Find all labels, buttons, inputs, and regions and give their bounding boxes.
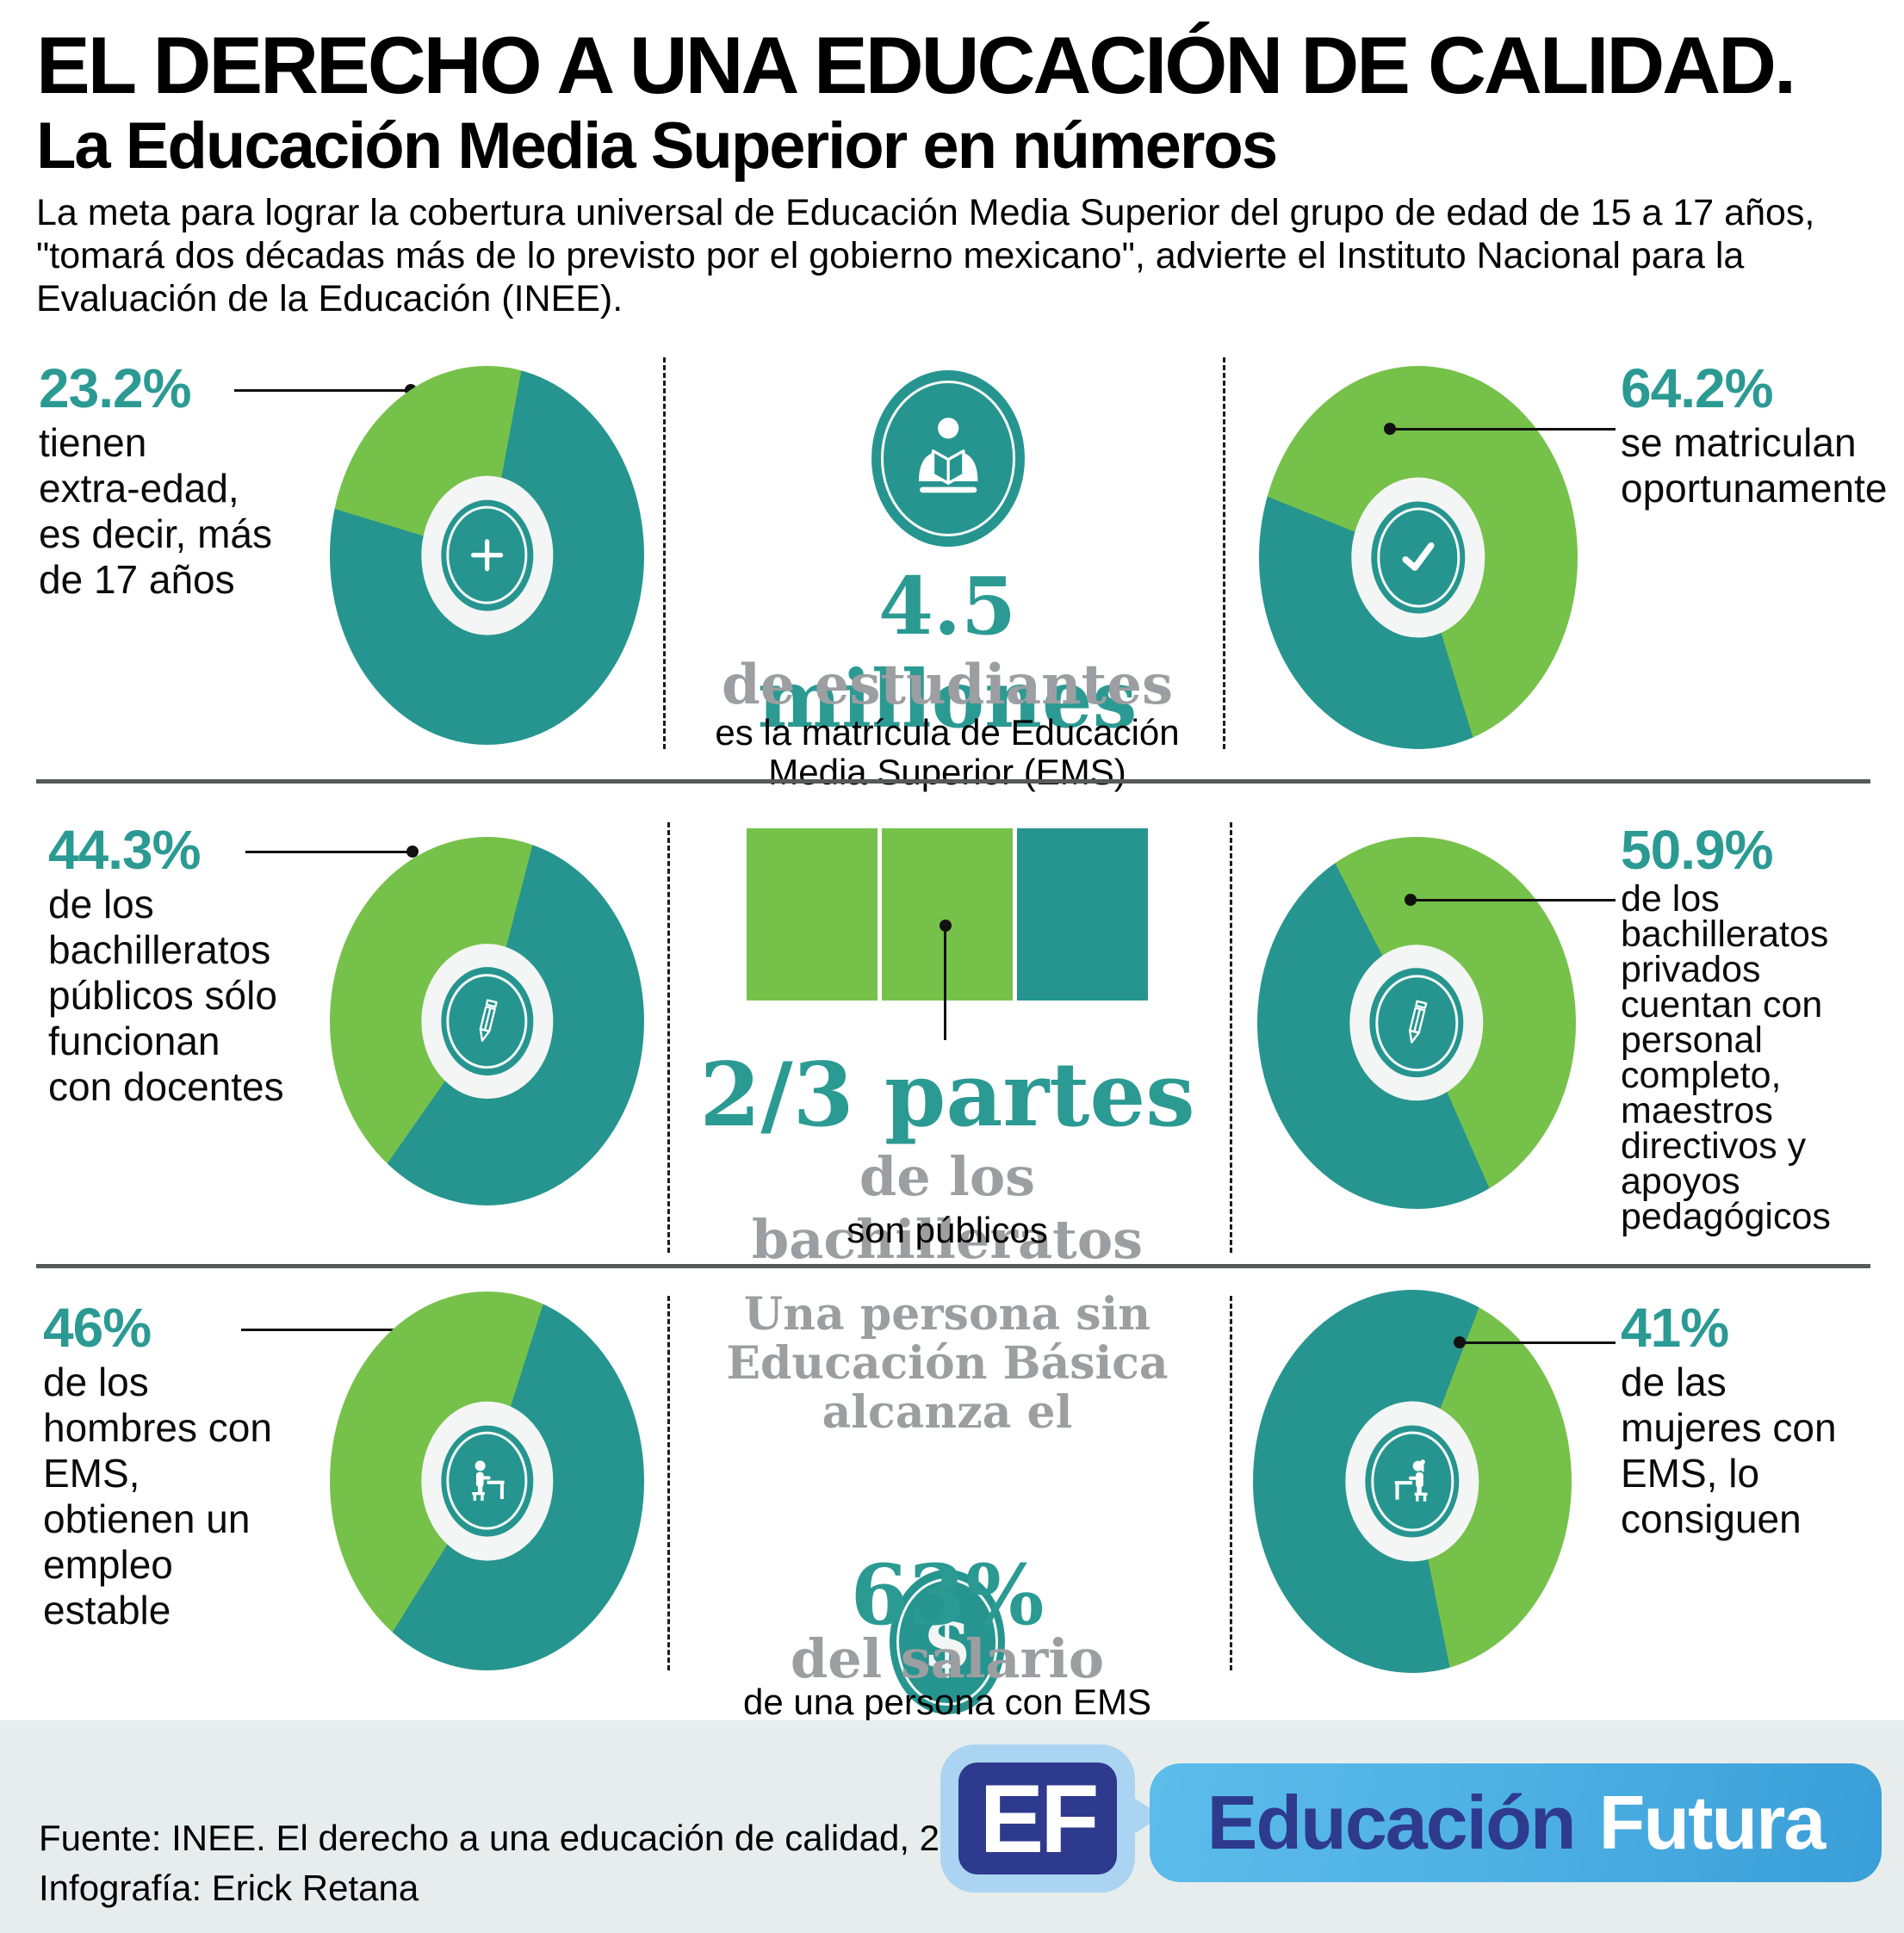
educacion-futura-logo: Educación Futura <box>1150 1763 1882 1882</box>
stat-salario-sub: del salario <box>790 1627 1105 1690</box>
stat-partes-caption: son públicos <box>847 1210 1048 1250</box>
bar-segment-private <box>1017 828 1148 1001</box>
leader-line <box>944 930 946 1040</box>
leader-dot <box>1384 423 1396 435</box>
stat-hombres-empleo-value: 46% <box>43 1297 152 1359</box>
column-divider <box>667 1296 670 1670</box>
stat-publicos-docentes-value: 44.3% <box>48 819 201 881</box>
stat-salario-pre: Una persona sin Educación Básica alcanza… <box>726 1288 1169 1439</box>
page-title: EL DERECHO A UNA EDUCACIÓN DE CALIDAD. <box>36 20 1796 110</box>
leader-line <box>1463 1341 1616 1344</box>
credit-text: Infografía: Erick Retana <box>39 1868 419 1908</box>
stat-extra-edad: 23.2% tienen extra-edad, es decir, más d… <box>39 356 272 603</box>
check-icon <box>1402 542 1435 572</box>
stat-extra-edad-value: 23.2% <box>39 357 191 419</box>
intro-paragraph: La meta para lograr la cobertura univers… <box>36 192 1815 319</box>
bar-segment-public-2 <box>882 828 1013 1001</box>
stat-publicos-docentes: 44.3% de los bachilleratos públicos sólo… <box>48 818 284 1110</box>
ef-logo: EF <box>940 1744 1135 1893</box>
column-divider <box>1230 1296 1232 1670</box>
ef-logo-text: EF <box>979 1764 1099 1873</box>
stat-extra-edad-label: tienen extra-edad, es decir, más de 17 a… <box>39 420 272 602</box>
leader-dot <box>1454 1336 1466 1348</box>
leader-dot <box>406 846 419 858</box>
column-divider <box>663 357 666 749</box>
stat-publicos-docentes-label: de los bachilleratos públicos sólo funci… <box>48 882 284 1109</box>
donut-privados-personal <box>1257 837 1576 1209</box>
leader-line <box>241 1329 415 1331</box>
footer: Fuente: INEE. El derecho a una educación… <box>0 1720 1904 1933</box>
page-subtitle: La Educación Media Superior en números <box>36 109 1278 183</box>
stat-partes-sub: de los bachilleratos <box>751 1145 1144 1271</box>
donut-publicos-docentes <box>330 837 644 1205</box>
bar-segment-public-1 <box>747 828 878 1001</box>
leader-line <box>1414 899 1616 901</box>
reading-person-badge <box>871 370 1025 547</box>
man-at-desk-icon <box>472 1460 505 1502</box>
donut-matricula-oportuna <box>1259 366 1578 749</box>
donut-extra-edad <box>330 366 644 745</box>
stat-millones-sub: de estudiantes <box>722 653 1173 717</box>
column-divider <box>1223 357 1225 749</box>
fraction-bar <box>747 828 1148 1001</box>
stat-millones-caption: es la matrícula de Educación Media Super… <box>715 712 1180 792</box>
stat-hombres-empleo: 46% de los hombres con EMS, obtienen un … <box>43 1296 272 1633</box>
dollar-badge: $ <box>890 1570 1005 1714</box>
leader-line <box>245 851 415 853</box>
stat-millones-value: 4.5 millones <box>757 560 1138 746</box>
stat-hombres-empleo-label: de los hombres con EMS, obtienen un empl… <box>43 1360 272 1633</box>
stat-privados-personal-value: 50.9% <box>1621 819 1773 881</box>
reading-person-icon <box>918 418 978 493</box>
donut-mujeres-empleo <box>1253 1290 1572 1673</box>
column-divider <box>667 822 670 1253</box>
leader-line <box>234 389 413 392</box>
stat-privados-personal-label: de los bachilleratos privados cuentan co… <box>1621 878 1831 1237</box>
woman-at-desk-icon <box>1394 1459 1428 1502</box>
stat-salario-value: 63% <box>850 1546 1045 1644</box>
row-divider <box>36 779 1870 784</box>
source-text: Fuente: INEE. El derecho a una educación… <box>39 1818 1010 1858</box>
logo-name-primary: Educación <box>1206 1780 1577 1865</box>
stat-mujeres-empleo-label: de las mujeres con EMS, lo consiguen <box>1621 1360 1837 1541</box>
stat-partes-value: 2/3 partes <box>699 1044 1195 1147</box>
logo-name-secondary: Futura <box>1598 1780 1826 1865</box>
leader-line <box>1393 428 1616 431</box>
stat-salario-caption: de una persona con EMS <box>743 1682 1151 1722</box>
pencil-icon <box>479 999 498 1042</box>
column-divider <box>1230 822 1232 1253</box>
pencil-icon <box>1408 1000 1428 1044</box>
stat-matricula-value: 64.2% <box>1621 357 1773 419</box>
stat-privados-personal: 50.9% de los bachilleratos privados cuen… <box>1621 818 1831 1237</box>
row-divider <box>36 1264 1870 1268</box>
stat-mujeres-empleo: 41% de las mujeres con EMS, lo consiguen <box>1621 1296 1837 1542</box>
leader-dot <box>1405 894 1417 906</box>
stat-matricula: 64.2% se matriculan oportunamente <box>1621 356 1887 511</box>
leader-dot <box>940 920 952 932</box>
donut-hombres-empleo <box>330 1292 644 1670</box>
plus-icon <box>470 539 504 572</box>
stat-mujeres-empleo-value: 41% <box>1621 1297 1729 1359</box>
stat-matricula-label: se matriculan oportunamente <box>1621 420 1888 511</box>
